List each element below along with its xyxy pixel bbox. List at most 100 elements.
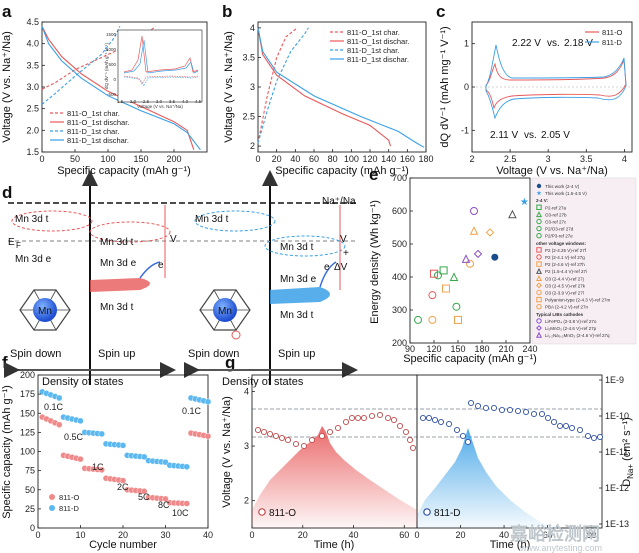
x-tick-label: 150 <box>133 154 148 164</box>
chart-g-point-811-D <box>445 420 453 428</box>
v-label-d: V <box>340 234 347 245</box>
chart-f-point-811-O <box>56 421 63 428</box>
y-tick-label: 600 <box>392 206 407 216</box>
x-tick-label: 120 <box>362 154 377 164</box>
chart-g-point-811-O <box>254 426 262 434</box>
y-tick-label: 100 <box>20 447 35 457</box>
legend-label: P2 (2-4.25 V)-ref 27f <box>545 248 587 253</box>
chart-c-annot-vs2: vs. <box>524 130 537 141</box>
chart-f-ticks: 0 10 20 30 40 0 25 50 75 100 125 150 175 200 <box>20 370 213 540</box>
chart-g-point-811-O <box>284 436 292 444</box>
electron-d: e <box>324 262 330 273</box>
x-tick-label: 60 <box>543 530 553 540</box>
orbital-d-3: Mn 3d e <box>280 274 317 285</box>
x-tick-label: 2 <box>469 154 474 164</box>
panel-label-c: c <box>436 2 445 21</box>
diagram-d: Na⁺/Na E F Mn 3d t Mn 3d t Mn 3d e Mn 3d… <box>4 170 358 388</box>
chart-g-point-811-O <box>278 434 286 442</box>
chart-c-annot-vs1: vs. <box>547 38 560 49</box>
x-tick-label: 0 <box>249 530 254 540</box>
chart-b-legend: 811-O_1st char.811-O_1st dischar.811-D_1… <box>330 28 409 64</box>
x-tick-label: 20 <box>298 530 308 540</box>
x-tick-label: 20 <box>456 530 466 540</box>
legend-marker <box>536 218 542 225</box>
chart-e-point-16 <box>470 207 478 215</box>
legend-label: 811-O_1st dischar. <box>347 37 409 46</box>
chart-a-inset-xlabel: Voltage (V vs. Na⁺/Na) <box>137 104 183 109</box>
dos-label-o: Density of states <box>42 376 124 388</box>
chart-g-point-811-D <box>590 434 598 442</box>
chart-g-point-811-D <box>506 406 514 414</box>
chart-a-inset-ticks: 1.5 2.0 2.5 3.0 3.5 4.0 4.5 1500 1000 500 0 -500 <box>106 32 202 104</box>
legend-label: O3-ref 27c <box>545 220 567 225</box>
chart-c-ylabel: dQ dV⁻¹ (mAh mg⁻¹ V⁻¹) <box>439 26 451 147</box>
plus-label-d: + <box>343 248 349 259</box>
x-tick-label: 100 <box>344 154 359 164</box>
inset-x-tick: 2.5 <box>143 99 150 104</box>
chart-e-points <box>414 197 529 324</box>
y-tick-label: 125 <box>20 427 35 437</box>
chart-f-point-811-D <box>56 394 63 402</box>
y-tick-label: 25 <box>25 504 35 514</box>
legend-marker <box>423 508 431 516</box>
chart-e-point-18 <box>461 254 471 263</box>
legend-label: LiFePO₄ (2-3.8 V)-ref 27o <box>545 319 597 324</box>
chart-f-rate-label: 0.5C <box>64 432 84 442</box>
chart-a-series-3 <box>41 26 201 151</box>
chart-a: 0 50 100 150 200 4.5 4.0 3.5 3.0 2.5 2.0 1.5 Specif… <box>1 17 208 177</box>
chart-e-legend-box <box>531 177 637 345</box>
x-tick-label: 160 <box>400 154 415 164</box>
chart-e-point-2 <box>439 266 448 275</box>
chart-g-point-811-D <box>596 433 604 441</box>
chart-g-point-811-D <box>474 402 482 410</box>
x-tick-label: 120 <box>426 344 441 354</box>
chart-g-point-811-D <box>576 426 584 434</box>
legend-marker <box>535 211 543 218</box>
legend-label: 811-D_1st dischar. <box>347 55 409 64</box>
chart-e-point-9 <box>442 284 450 293</box>
chart-e-point-3 <box>449 272 459 281</box>
y-tick-label: 75 <box>25 466 35 476</box>
legend-marker <box>49 505 55 511</box>
x-tick-label: 2.5 <box>504 154 517 164</box>
inset-x-tick: 4.0 <box>182 99 189 104</box>
y-tick-label: 2.0 <box>26 125 39 135</box>
x-tick-label: 200 <box>166 154 181 164</box>
y2-tick-label: 1E-13 <box>605 519 629 529</box>
x-tick-label: 4 <box>622 154 627 164</box>
spin-up-o: Spin up <box>98 348 135 360</box>
chart-g-point-811-D <box>482 404 490 412</box>
electron-arrow-d <box>319 261 337 288</box>
y-tick-label: 200 <box>20 370 35 380</box>
level-o-up-t2g <box>89 221 171 243</box>
chart-b: 0 20 40 60 80 100 120 140 160 180 2 2.5 3 3.5 4 Specif… <box>223 21 434 177</box>
chart-g-xlabel-left: Time (h) <box>314 539 355 551</box>
chart-e-point-15 <box>428 315 437 324</box>
x-tick-label: 240 <box>522 344 537 354</box>
y-tick-label: 2 <box>244 496 249 506</box>
legend-marker <box>536 282 542 289</box>
legend-label: O3-ref 27b <box>545 212 567 217</box>
chart-a-legend: 811-O_1st char.811-O_1st dischar.811-D_1… <box>50 109 129 145</box>
x-tick-label: 0 <box>255 154 260 164</box>
x-tick-label: 90 <box>405 344 415 354</box>
y-tick-label: 700 <box>392 173 407 183</box>
chart-c-annot-218: 2.18 V <box>564 38 593 49</box>
legend-label: O3 (2-4.4 V)-ref 27j <box>545 276 584 281</box>
chart-g-point-811-D <box>556 422 564 430</box>
y-tick-label: -1 <box>461 125 469 135</box>
y2-tick-label: 1E-12 <box>605 483 629 493</box>
chart-g-point-811-O <box>402 428 410 436</box>
mn-octahedron-d: Mn <box>199 289 251 340</box>
legend-header: other voltage windows: <box>536 241 587 246</box>
y-tick-label: 4 <box>244 386 249 396</box>
chart-g-point-811-O <box>390 416 398 424</box>
chart-f-point-811-O <box>183 500 190 507</box>
chart-e-point-1 <box>520 197 529 206</box>
watermark-cn: 嘉峪检测网 <box>509 523 600 544</box>
chart-g: 0 20 40 60 0 20 40 60 80 2 3 4 1E-9 1E-10 1E-11 1E-12 1E… <box>221 374 635 551</box>
chart-g-point-811-D <box>419 414 427 422</box>
